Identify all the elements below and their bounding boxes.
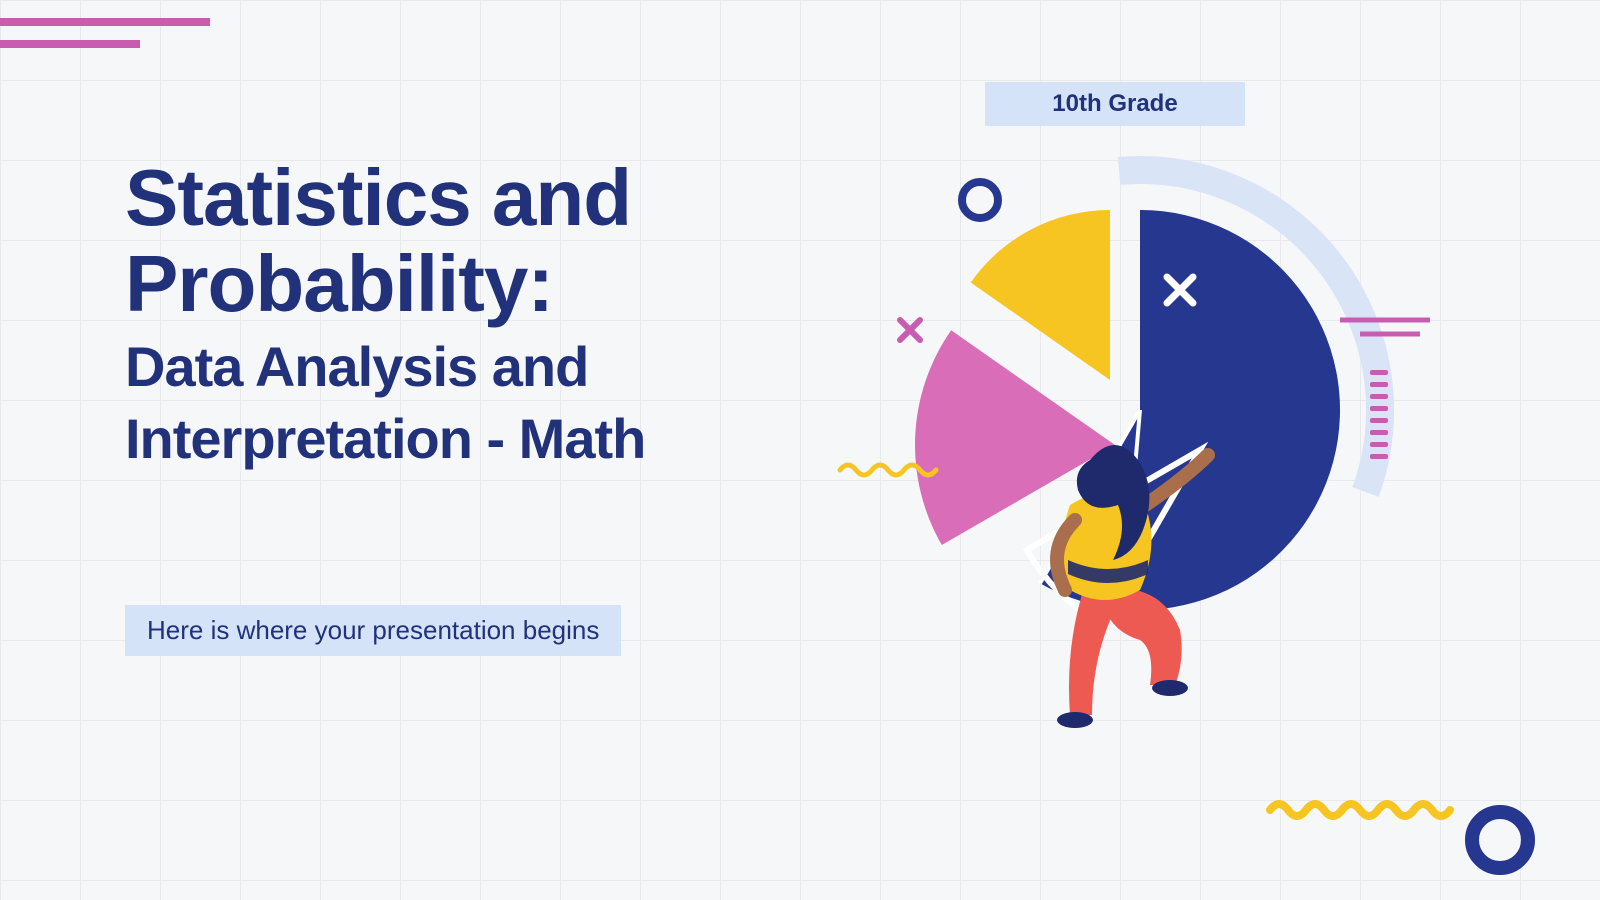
title-line-1: Statistics and	[125, 155, 645, 241]
pie-slice-yellow	[971, 210, 1110, 380]
slide-title: Statistics and Probability: Data Analysi…	[125, 155, 645, 472]
pie-illustration	[780, 130, 1500, 770]
squiggle-bottom-icon	[1260, 790, 1460, 830]
top-accent-line-1	[0, 18, 210, 26]
ring-small-icon	[962, 182, 998, 218]
grade-badge: 10th Grade	[985, 82, 1245, 126]
caption-bar: Here is where your presentation begins	[125, 605, 621, 656]
title-line-2: Probability:	[125, 241, 645, 327]
ring-bottom-icon	[1460, 800, 1540, 880]
subtitle-line-2: Interpretation - Math	[125, 406, 645, 472]
subtitle-line-1: Data Analysis and	[125, 334, 645, 400]
top-accent-line-2	[0, 40, 140, 48]
slide: 10th Grade Statistics and Probability: D…	[0, 0, 1600, 900]
